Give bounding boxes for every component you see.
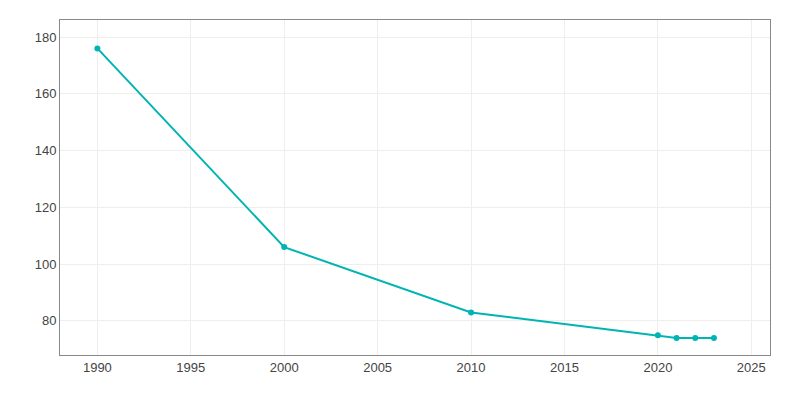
svg-text:140: 140 — [35, 143, 57, 158]
svg-text:100: 100 — [35, 257, 57, 272]
svg-text:2005: 2005 — [363, 360, 392, 375]
svg-text:80: 80 — [42, 313, 56, 328]
svg-text:2000: 2000 — [270, 360, 299, 375]
svg-text:1995: 1995 — [176, 360, 205, 375]
svg-text:120: 120 — [35, 200, 57, 215]
svg-text:2015: 2015 — [550, 360, 579, 375]
svg-text:2025: 2025 — [737, 360, 766, 375]
svg-text:180: 180 — [35, 30, 57, 45]
svg-text:2020: 2020 — [643, 360, 672, 375]
svg-text:160: 160 — [35, 86, 57, 101]
svg-text:1990: 1990 — [83, 360, 112, 375]
svg-text:2010: 2010 — [457, 360, 486, 375]
